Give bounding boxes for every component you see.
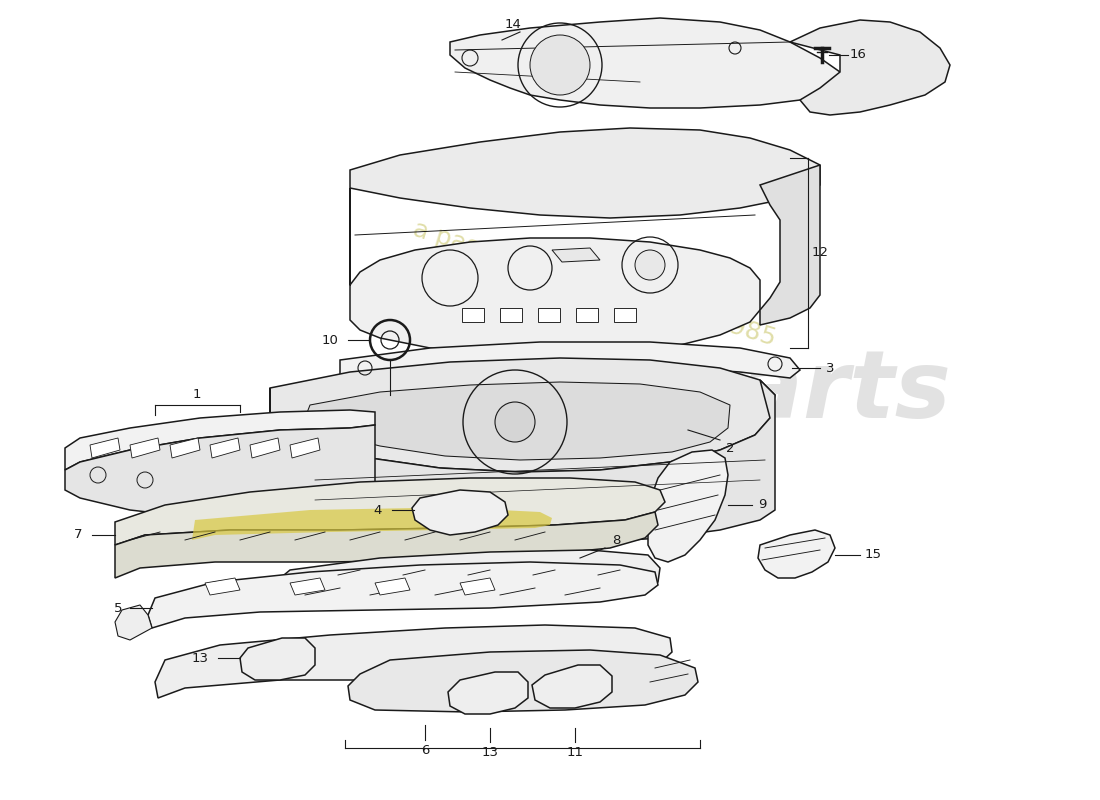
Polygon shape	[290, 578, 324, 595]
Polygon shape	[116, 512, 658, 578]
Text: 13: 13	[191, 651, 209, 665]
Polygon shape	[460, 578, 495, 595]
Text: 15: 15	[865, 549, 881, 562]
Polygon shape	[340, 342, 800, 378]
Text: 4: 4	[374, 503, 382, 517]
Polygon shape	[240, 638, 315, 680]
Text: 9: 9	[758, 498, 767, 511]
Polygon shape	[205, 578, 240, 595]
Polygon shape	[65, 425, 375, 522]
Polygon shape	[462, 308, 484, 322]
Polygon shape	[350, 128, 820, 218]
Polygon shape	[532, 665, 612, 708]
Polygon shape	[170, 438, 200, 458]
Polygon shape	[148, 562, 658, 628]
Text: 16: 16	[849, 49, 867, 62]
Polygon shape	[576, 308, 598, 322]
Circle shape	[635, 250, 666, 280]
Text: 7: 7	[74, 529, 82, 542]
Polygon shape	[116, 605, 152, 640]
Polygon shape	[758, 530, 835, 578]
Polygon shape	[155, 625, 672, 698]
Polygon shape	[270, 388, 310, 530]
Text: 14: 14	[505, 18, 521, 31]
Polygon shape	[65, 410, 375, 470]
Polygon shape	[538, 308, 560, 322]
Text: 12: 12	[812, 246, 828, 259]
Text: 5: 5	[113, 602, 122, 614]
Polygon shape	[760, 165, 820, 325]
Polygon shape	[278, 550, 660, 605]
Polygon shape	[305, 382, 730, 460]
Text: 13: 13	[482, 746, 498, 758]
Polygon shape	[310, 380, 776, 542]
Text: 11: 11	[566, 746, 583, 758]
Polygon shape	[450, 18, 840, 108]
Polygon shape	[130, 438, 159, 458]
Polygon shape	[552, 248, 600, 262]
Circle shape	[495, 402, 535, 442]
Polygon shape	[192, 508, 552, 540]
Text: 6: 6	[421, 743, 429, 757]
Text: 10: 10	[321, 334, 339, 346]
Polygon shape	[648, 450, 728, 562]
Circle shape	[530, 35, 590, 95]
Text: 1: 1	[192, 389, 201, 402]
Text: 2: 2	[726, 442, 735, 454]
Polygon shape	[412, 490, 508, 535]
Polygon shape	[270, 358, 776, 472]
Polygon shape	[614, 308, 636, 322]
Polygon shape	[790, 20, 950, 115]
Polygon shape	[448, 672, 528, 714]
Text: 3: 3	[826, 362, 834, 374]
Text: a passion for parts since 1985: a passion for parts since 1985	[409, 218, 779, 350]
Text: euroParts: euroParts	[434, 346, 952, 438]
Polygon shape	[375, 578, 410, 595]
Polygon shape	[348, 650, 698, 712]
Polygon shape	[290, 438, 320, 458]
Polygon shape	[210, 438, 240, 458]
Polygon shape	[250, 438, 280, 458]
Text: 8: 8	[612, 534, 620, 546]
Polygon shape	[116, 478, 666, 545]
Polygon shape	[350, 188, 760, 356]
Polygon shape	[90, 438, 120, 458]
Polygon shape	[500, 308, 522, 322]
